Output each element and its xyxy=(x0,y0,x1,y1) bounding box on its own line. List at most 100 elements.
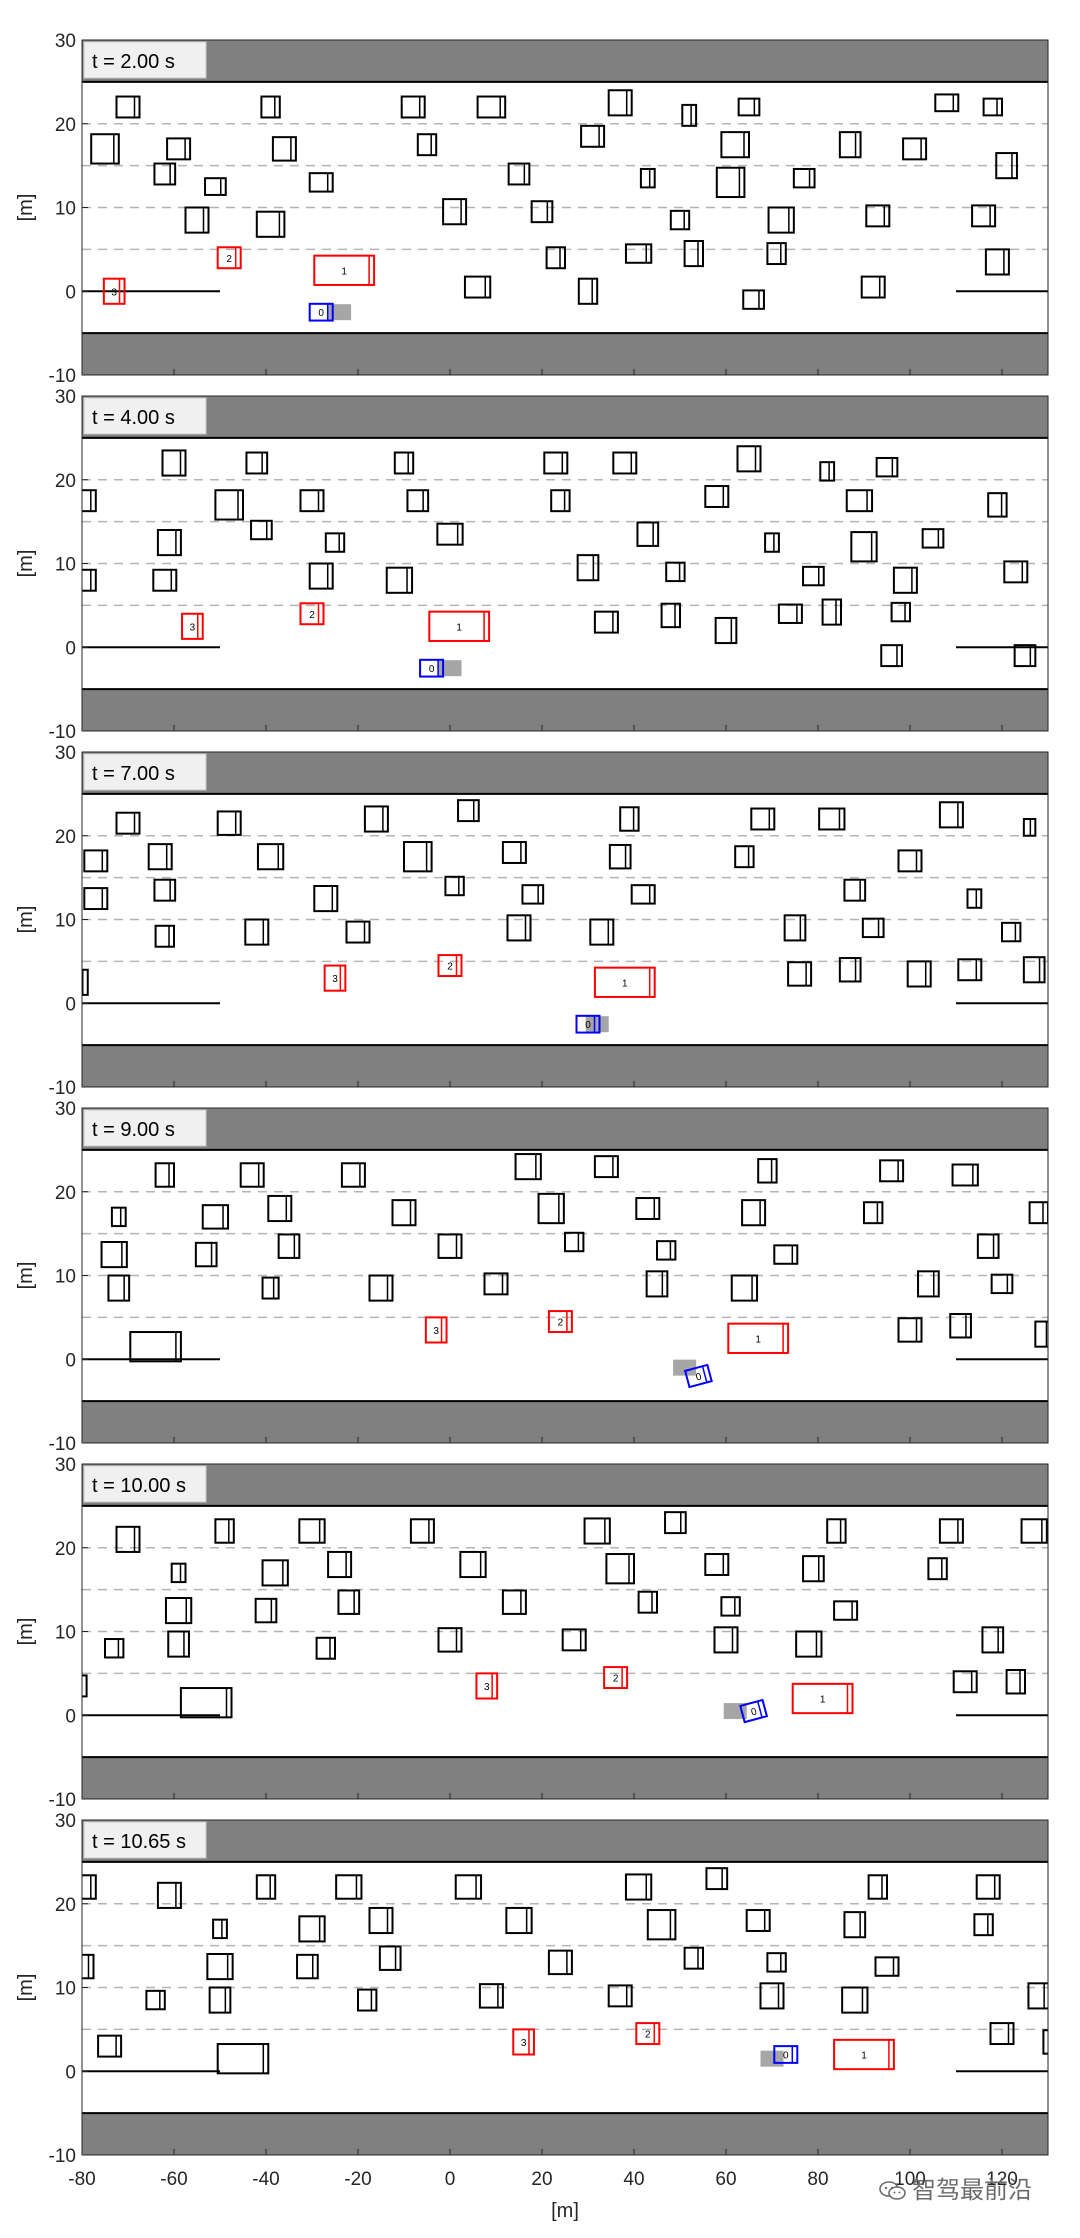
vehicle xyxy=(357,1988,378,2012)
ego-vehicle-label: 0 xyxy=(585,1020,591,1031)
vehicle xyxy=(1005,1669,1026,1695)
y-tick-label: 30 xyxy=(55,743,76,764)
vehicle-body xyxy=(975,1874,1001,1900)
vehicle-body xyxy=(501,1589,527,1615)
vehicle-body xyxy=(850,531,878,563)
vehicle-body xyxy=(736,445,762,473)
vehicle-body xyxy=(892,566,918,594)
vehicle xyxy=(308,562,334,590)
road-band-top xyxy=(82,1464,1048,1506)
vehicle-body xyxy=(561,1628,587,1652)
vehicle xyxy=(463,275,492,299)
target-vehicle-1-label: 1 xyxy=(755,1334,761,1345)
vehicle xyxy=(624,243,653,264)
y-tick-label: 20 xyxy=(55,1539,76,1560)
vehicle-body xyxy=(714,616,738,645)
watermark: 智驾最前沿 xyxy=(878,2170,1032,2205)
vehicle-body xyxy=(639,167,656,189)
vehicle-body xyxy=(764,532,780,553)
target-vehicle-2-body xyxy=(216,246,242,270)
vehicle xyxy=(897,849,923,873)
ego-vehicle-body xyxy=(683,1363,713,1389)
vehicle-body xyxy=(745,1909,771,1932)
target-vehicle-2: 2 xyxy=(437,954,463,978)
vehicle-body xyxy=(82,1953,95,1980)
vehicle xyxy=(1028,1201,1048,1225)
vehicle-body xyxy=(357,1988,378,2012)
vehicle-body xyxy=(902,137,928,161)
y-tick-label: 10 xyxy=(55,1979,76,2000)
vehicle xyxy=(766,1952,787,1973)
vehicle-body xyxy=(734,845,755,869)
plot-area: 1 2 3 0 xyxy=(82,752,1048,1087)
vehicle xyxy=(713,1626,739,1654)
target-vehicle-3-label: 3 xyxy=(111,287,117,298)
vehicle-body xyxy=(843,878,867,902)
vehicle xyxy=(636,521,660,547)
vehicle xyxy=(720,1596,741,1617)
target-vehicle-1-body xyxy=(791,1682,854,1715)
vehicle xyxy=(927,1557,948,1581)
vehicle xyxy=(971,204,997,228)
target-vehicle-1: 1 xyxy=(833,2038,895,2071)
vehicle-body xyxy=(957,958,983,982)
y-axis-label: [m] xyxy=(15,550,37,578)
vehicle xyxy=(261,1559,289,1587)
vehicle xyxy=(608,843,632,870)
vehicle xyxy=(212,1918,228,1940)
vehicle-body xyxy=(267,1194,293,1223)
y-tick-label: 10 xyxy=(55,1267,76,1288)
vehicle xyxy=(545,246,566,270)
vehicle-body xyxy=(1005,1669,1026,1695)
vehicle-body xyxy=(115,95,141,119)
vehicle xyxy=(880,644,903,668)
target-vehicle-1-label: 1 xyxy=(820,1695,826,1706)
vehicle-body xyxy=(327,1550,353,1579)
vehicle xyxy=(537,1192,565,1225)
target-vehicle-3-label: 3 xyxy=(433,1326,439,1337)
vehicle-body xyxy=(393,451,415,475)
vehicle-body xyxy=(115,811,141,835)
y-tick-label: 20 xyxy=(55,827,76,848)
vehicle xyxy=(646,1909,677,1941)
ego-vehicle-front xyxy=(756,1701,763,1718)
vehicle-body xyxy=(976,1233,1000,1259)
vehicle-body xyxy=(204,177,227,196)
vehicle xyxy=(501,841,527,864)
vehicle-body xyxy=(368,1274,394,1302)
vehicle-body xyxy=(660,602,681,629)
vehicle-body xyxy=(335,1874,363,1900)
ego-vehicle-label: 0 xyxy=(750,1706,759,1718)
vehicle-body xyxy=(880,644,903,668)
target-vehicle-2-label: 2 xyxy=(309,610,315,621)
vehicle-body xyxy=(476,95,507,119)
vehicle xyxy=(154,1162,176,1188)
vehicle xyxy=(335,1874,363,1900)
time-label: t = 10.65 s xyxy=(83,1821,207,1859)
vehicle-body xyxy=(636,521,660,547)
vehicle xyxy=(315,1636,337,1660)
vehicle-body xyxy=(637,1590,658,1614)
y-tick-label: 20 xyxy=(55,1895,76,1916)
vehicle xyxy=(154,924,176,948)
vehicle-body xyxy=(927,1557,948,1581)
y-tick-label: 10 xyxy=(55,911,76,932)
x-tick-label: 80 xyxy=(807,2169,828,2190)
vehicle xyxy=(345,920,371,944)
vehicle-body xyxy=(645,1270,669,1298)
vehicle-body xyxy=(669,209,691,231)
vehicle-body xyxy=(777,603,803,624)
vehicle-body xyxy=(624,243,653,264)
ego-vehicle-body xyxy=(773,2045,799,2064)
vehicle-body xyxy=(767,206,795,234)
vehicle xyxy=(82,489,97,513)
vehicle-body xyxy=(308,172,334,193)
vehicle xyxy=(437,1627,463,1653)
vehicle xyxy=(547,1949,573,1976)
target-vehicle-3-body xyxy=(181,612,204,640)
vehicle-body xyxy=(83,887,109,911)
time-label: t = 9.00 s xyxy=(83,1109,207,1147)
target-vehicle-1: 1 xyxy=(791,1682,854,1715)
vehicle-body xyxy=(860,275,886,299)
